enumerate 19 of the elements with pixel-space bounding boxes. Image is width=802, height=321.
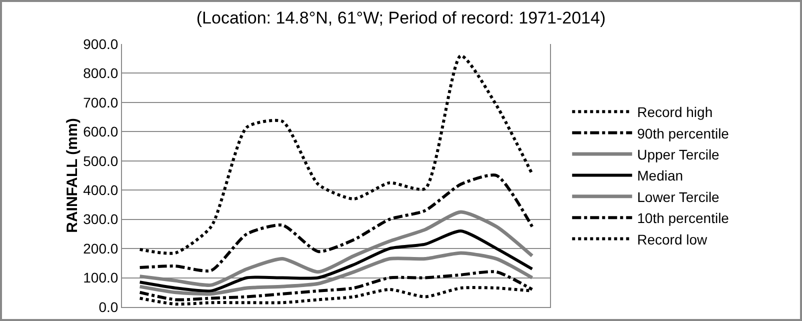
y-tick-label: 0.0	[98, 298, 118, 315]
y-tick-label: 800.0	[83, 65, 118, 82]
legend-label: Record high	[637, 104, 713, 120]
y-tick-label: 600.0	[83, 124, 118, 140]
chart-title: (Location: 14.8°N, 61°W; Period of record: 1971-2014)	[196, 8, 606, 28]
legend-label: Record low	[637, 231, 708, 248]
legend-label: 90th percentile	[637, 125, 730, 142]
y-tick-label: 900.0	[83, 36, 118, 52]
y-tick-label: 700.0	[83, 94, 118, 110]
y-tick-label: 200.0	[83, 240, 118, 256]
y-axis-title: RAINFALL (mm)	[64, 118, 82, 233]
y-tick-label: 100.0	[83, 270, 118, 286]
legend-label: Median	[637, 168, 684, 184]
y-tick-label: 500.0	[83, 152, 118, 169]
legend-label: 10th percentile	[637, 210, 730, 226]
y-tick-label: 300.0	[83, 211, 118, 228]
y-tick-label: 400.0	[83, 182, 118, 198]
legend-label: Upper Tercile	[637, 146, 720, 162]
legend-label: Lower Tercile	[637, 188, 720, 205]
